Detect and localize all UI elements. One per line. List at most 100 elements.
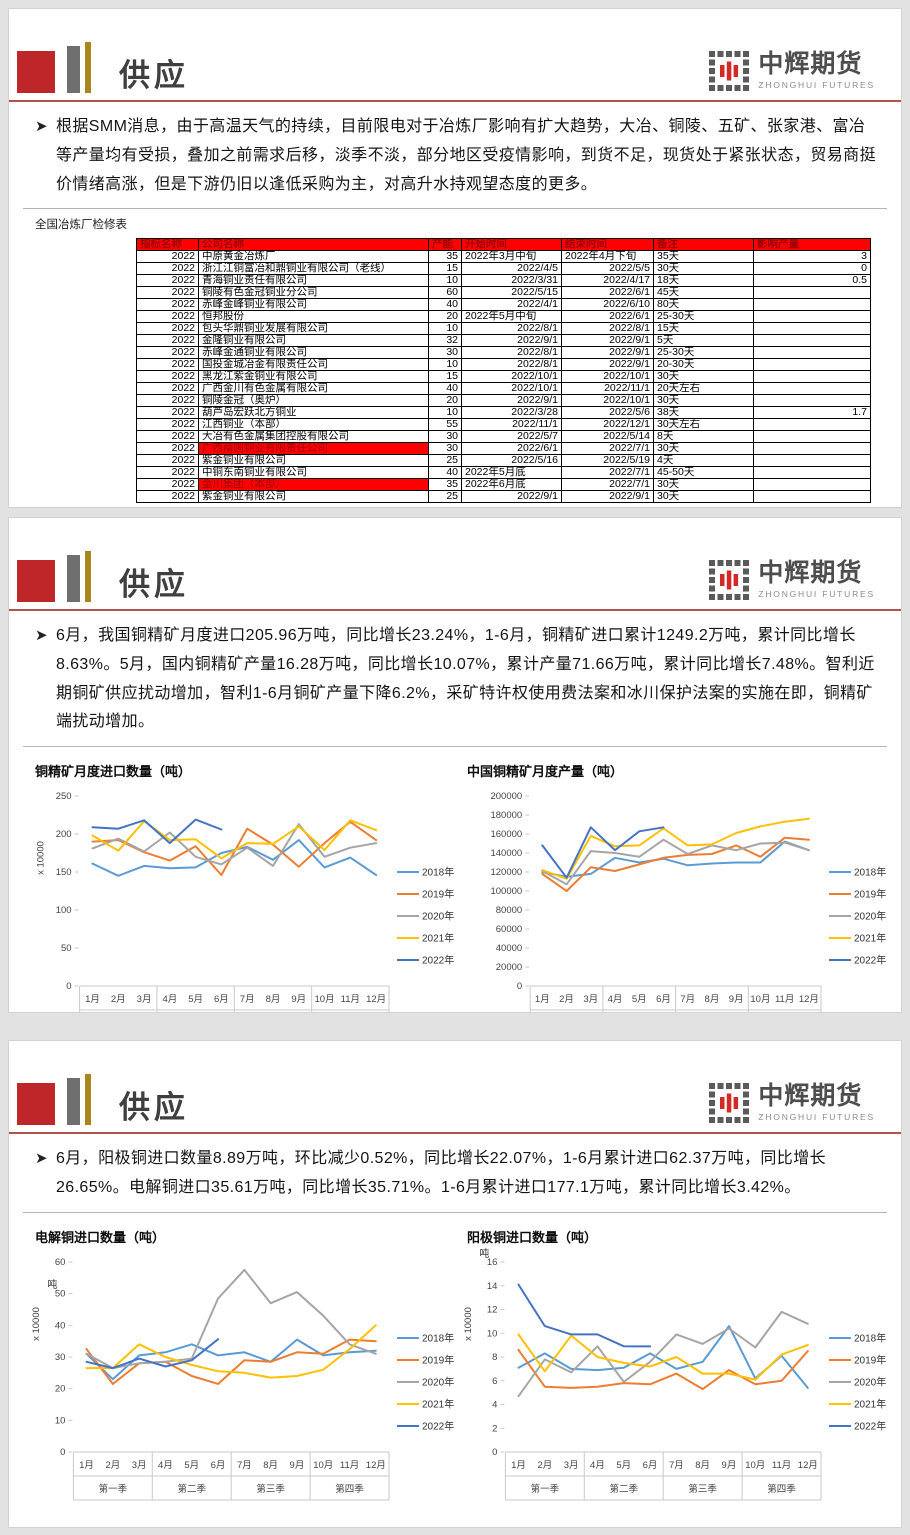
table-cell: 15天 (653, 322, 754, 336)
table-cell: 2022/10/1 (561, 370, 654, 384)
svg-text:5月: 5月 (616, 1460, 631, 1471)
table-cell: 2022/12/1 (561, 418, 654, 432)
table-cell: 5天 (653, 334, 754, 348)
svg-text:8: 8 (492, 1352, 497, 1363)
chart-anode-imports: 0 2 4 6 8 10 12 14 16 x 10000 吨 1月 2月 3月 4月 5月 6月 7月 8月 9月 1… (463, 1247, 886, 1501)
table-cell: 2022/8/1 (461, 358, 562, 372)
bullet-text: 根据SMM消息，由于高温天气的持续，目前限电对于冶炼厂影响有扩大趋势，大冶、铜陵… (55, 118, 876, 193)
table-cell: 25 (428, 454, 462, 468)
svg-text:20: 20 (55, 1383, 66, 1394)
chart-block-concentrate-imports: 铜精矿月度进口数量（吨） 0 50 100 150 200 250 x 10000 1月 2月 3… (29, 757, 461, 1012)
chart-title: 中国铜精矿月度产量（吨） (467, 764, 624, 780)
table-cell: 2022/6/1 (561, 286, 654, 300)
table-cell: 2022/11/1 (561, 382, 654, 396)
table-cell: 20 (428, 394, 462, 408)
table-cell: 0 (753, 262, 871, 276)
table-cell: 广西南国铜业有限责任公司 (198, 442, 429, 456)
chart-concentrate-imports: 0 50 100 150 200 250 x 10000 1月 2月 3月 4月 5月 6月 7月 8月 9月… (36, 791, 454, 1012)
svg-text:2018年: 2018年 (854, 1331, 886, 1344)
table-cell: 2022年5月底 (461, 466, 562, 480)
table-cell: 大冶有色金属集团控股有限公司 (198, 430, 429, 444)
svg-text:180000: 180000 (490, 810, 522, 821)
chart-block-concentrate-output: 中国铜精矿月度产量（吨） 0 20000 40000 60000 80000 100000… (461, 757, 893, 1012)
table-row: 2022 国投金城冶金有限责任公司 10 2022/8/1 2022/9/1 20-30天 (136, 358, 871, 372)
divider (23, 208, 887, 210)
svg-text:2020年: 2020年 (422, 910, 454, 923)
table-cell: 紫金铜业有限公司 (198, 490, 429, 504)
table-cell: 2022/9/1 (461, 490, 562, 504)
table-header-cell: 结束时间 (561, 238, 654, 252)
svg-text:6月: 6月 (656, 994, 671, 1005)
svg-text:第一季: 第一季 (99, 1483, 128, 1495)
table-row: 2022 江西铜业（本部） 55 2022/11/1 2022/12/1 30天左右 (136, 418, 871, 432)
table-cell: 35天 (653, 250, 754, 264)
svg-text:2019年: 2019年 (422, 888, 454, 901)
table-cell: 中铜东南铜业有限公司 (198, 466, 429, 480)
header-bar-gray (67, 555, 80, 602)
table-cell: 25-30天 (653, 346, 754, 360)
table-cell: 0.5 (753, 274, 871, 288)
brand-name-cn: 中辉期货 (758, 50, 863, 78)
svg-text:0: 0 (66, 981, 71, 992)
table-cell: 2022/4/5 (461, 262, 562, 276)
table-cell: 2022/10/1 (461, 370, 562, 384)
table-cell: 2022/11/1 (461, 418, 562, 432)
zhonghui-logo-icon (709, 560, 750, 600)
bullet-arrow-icon: ➤ (35, 627, 48, 644)
table-cell: 2022/4/1 (461, 298, 562, 312)
table-cell: 40 (428, 466, 462, 480)
svg-text:11月: 11月 (341, 994, 360, 1005)
charts-row: 铜精矿月度进口数量（吨） 0 50 100 150 200 250 x 10000 1月 2月 3… (9, 747, 901, 1012)
brand-name-en: ZHONGHUI FUTURES (758, 589, 875, 599)
svg-text:x 10000: x 10000 (36, 841, 47, 875)
table-header-cell: 开始时间 (461, 238, 562, 252)
table-cell: 2022/8/1 (561, 322, 654, 336)
table-cell: 浙江江铜富冶和鼎铜业有限公司（老线） (198, 262, 429, 276)
table-header-cell: 公司名称 (198, 238, 429, 252)
svg-text:2月: 2月 (105, 1460, 120, 1471)
table-cell: 铜陵金冠（奥炉） (198, 394, 429, 408)
bullet-paragraph: ➤ 根据SMM消息，由于高温天气的持续，目前限电对于冶炼厂影响有扩大趋势，大冶、… (9, 102, 901, 199)
bullet-arrow-icon: ➤ (35, 1150, 48, 1167)
table-cell: 20天左右 (653, 382, 754, 396)
svg-text:6: 6 (492, 1375, 497, 1386)
table-cell: 80天 (653, 298, 754, 312)
svg-text:9月: 9月 (722, 1460, 737, 1471)
table-cell: 2022 (136, 250, 199, 264)
table-cell: 2022/8/1 (461, 346, 562, 360)
svg-text:100000: 100000 (490, 886, 522, 897)
svg-text:5月: 5月 (184, 1460, 199, 1471)
chart-block-cathode-imports: 电解铜进口数量（吨） 0 10 20 30 40 50 60 x 10000 吨 1月 2月 3月 4月… (29, 1223, 461, 1527)
page-title: 供应 (119, 58, 189, 93)
svg-text:第四季: 第四季 (767, 1483, 796, 1495)
svg-text:2020年: 2020年 (854, 1375, 886, 1388)
table-cell: 2022 (136, 334, 199, 348)
table-header-row: 指标名称 公司名称 产能 开始时间 结束时间 备注 影响产量 (136, 238, 871, 252)
table-cell (753, 418, 871, 432)
table-cell: 2022/10/1 (561, 394, 654, 408)
svg-text:140000: 140000 (490, 848, 522, 859)
header-rule (9, 1132, 901, 1134)
table-cell: 赤峰金通铜业有限公司 (198, 346, 429, 360)
table-cell: 30天 (653, 442, 754, 456)
svg-text:2: 2 (492, 1423, 497, 1434)
table-cell: 10 (428, 274, 462, 288)
table-cell: 恒邦股份 (198, 310, 429, 324)
table-label: 全国冶炼厂检修表 (35, 219, 127, 232)
brand-logo: 中辉期货 ZHONGHUI FUTURES (709, 51, 875, 91)
table-cell: 2022/5/14 (561, 430, 654, 444)
svg-text:2021年: 2021年 (854, 1397, 886, 1410)
svg-text:5月: 5月 (632, 994, 647, 1005)
table-cell: 国投金城冶金有限责任公司 (198, 358, 429, 372)
table-cell: 2022年3月中旬 (461, 250, 562, 264)
table-cell: 2022/5/15 (461, 286, 562, 300)
table-cell: 2022/3/31 (461, 274, 562, 288)
svg-text:4月: 4月 (162, 994, 177, 1005)
table-cell (753, 286, 871, 300)
chart-title: 铜精矿月度进口数量（吨） (35, 764, 192, 780)
svg-text:16: 16 (487, 1257, 498, 1268)
table-cell: 金川集团（本部） (198, 478, 429, 492)
table-cell: 2022 (136, 394, 199, 408)
svg-text:4月: 4月 (590, 1460, 605, 1471)
table-cell: 青海铜业责任有限公司 (198, 274, 429, 288)
